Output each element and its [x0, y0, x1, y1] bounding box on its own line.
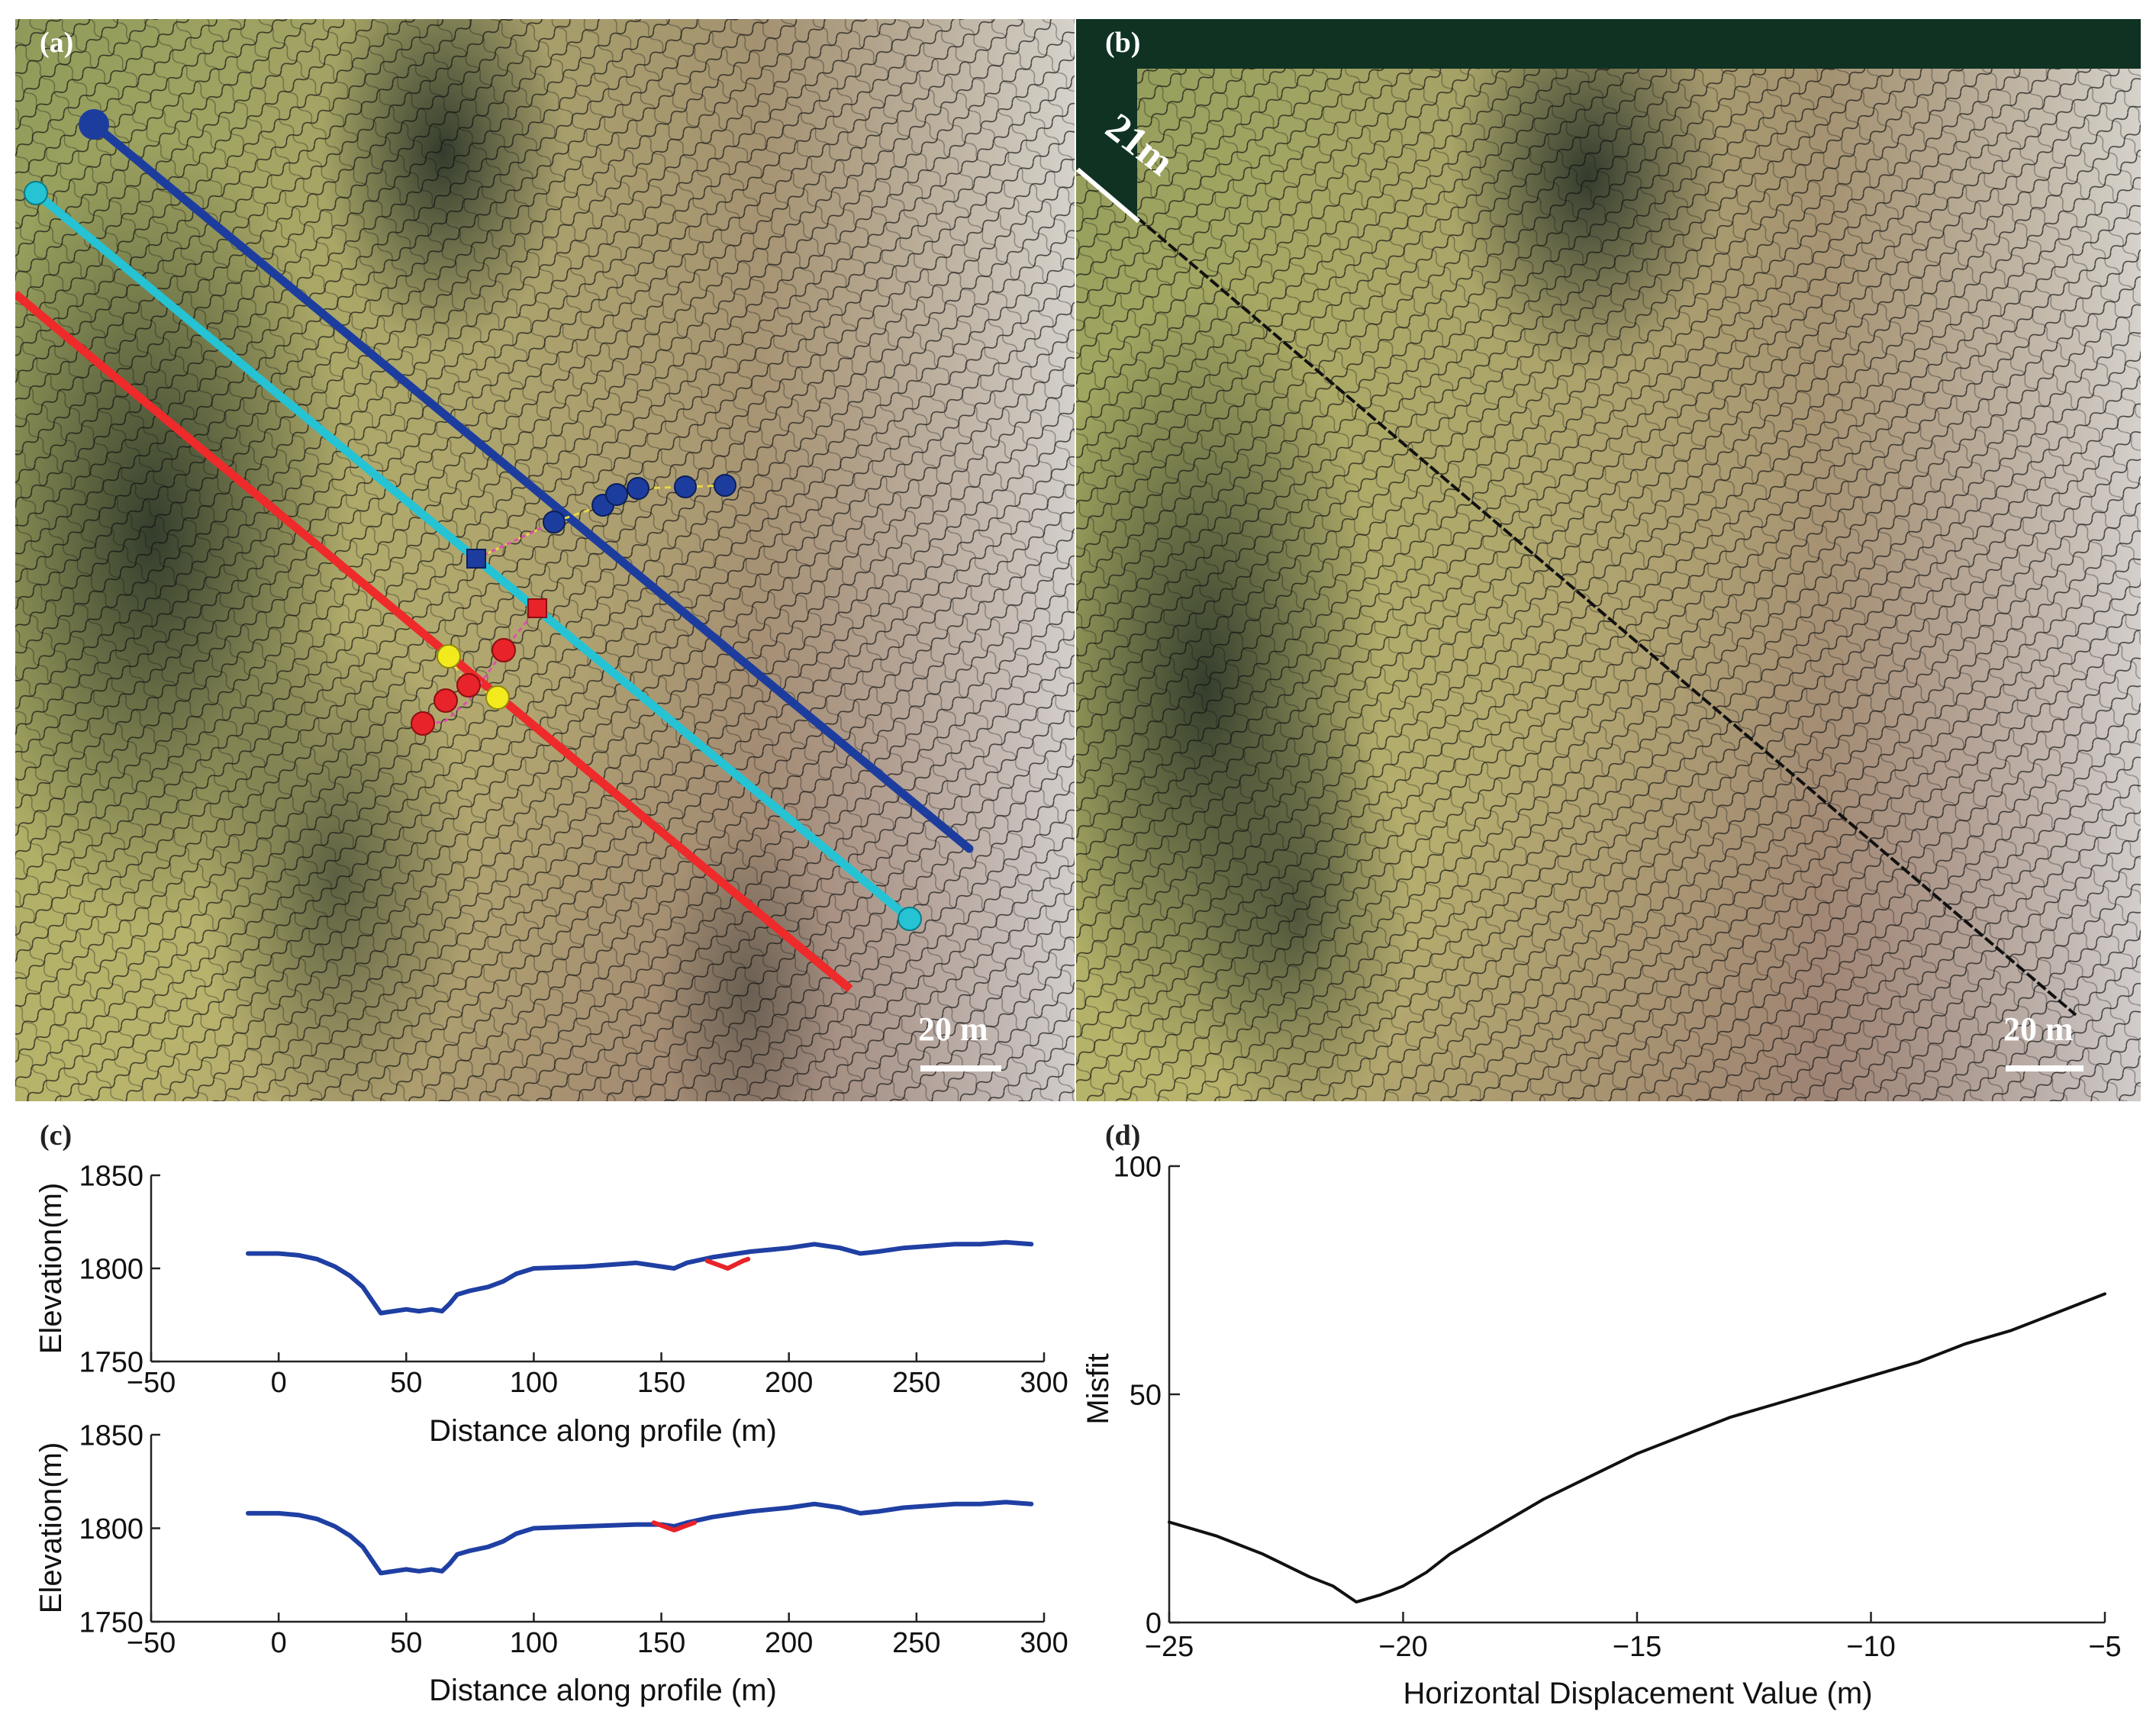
profile-start-marker-blue	[79, 109, 109, 140]
x-tick-label: 250	[892, 1627, 940, 1659]
y-tick-label: 0	[1146, 1607, 1162, 1639]
scalebar-label-a: 20 m	[918, 1010, 988, 1048]
panel-b-map	[1076, 19, 2141, 1101]
red-square-marker	[527, 598, 547, 618]
panel-label-a: (a)	[40, 27, 73, 59]
misfit-chart: −25 −20 −15 −10 −5 0 50 100 Horizontal Displace…	[1081, 1151, 2122, 1710]
x-tick-label: 300	[1020, 1627, 1068, 1659]
blue-dot-marker	[605, 483, 628, 506]
red-dot-marker	[433, 688, 458, 713]
y-tick-label: 1800	[79, 1513, 143, 1545]
y-axis-label: Misfit	[1081, 1353, 1115, 1424]
panel-label-c: (c)	[40, 1120, 72, 1152]
y-tick-label: 100	[1113, 1151, 1162, 1183]
y-tick-label: 1850	[79, 1160, 143, 1192]
x-tick-label: 150	[637, 1367, 685, 1399]
series-line-main	[246, 1239, 1034, 1316]
series-line-overlay	[651, 1520, 697, 1532]
series-line-main	[1168, 1292, 2106, 1604]
x-axis-label: Distance along profile (m)	[429, 1414, 777, 1448]
tick-group: −50 0 50 100 150 200 250 300 1750 1800 1850	[79, 1160, 1068, 1399]
profile-chart-bottom: −50 0 50 100 150 200 250 300 1750 1800 1850 Distan…	[34, 1419, 1068, 1707]
panel-a-map	[15, 19, 1075, 1101]
red-dot-marker	[456, 673, 481, 698]
profile-line-blue	[89, 120, 974, 853]
y-tick-label: 50	[1130, 1379, 1162, 1411]
scalebar-label-b: 20 m	[2003, 1010, 2074, 1048]
profile-end-marker-cyan	[898, 907, 922, 931]
x-tick-label: −50	[127, 1367, 176, 1399]
y-tick-label: 1750	[79, 1346, 143, 1378]
x-tick-label: −10	[1846, 1631, 1895, 1663]
y-axis-label: Elevation(m)	[34, 1183, 68, 1355]
x-tick-label: 100	[510, 1627, 558, 1659]
red-dot-marker	[491, 638, 516, 662]
y-tick-label: 1850	[79, 1419, 143, 1452]
series-line-main	[246, 1500, 1034, 1576]
pink-connector-bottom	[422, 607, 539, 725]
x-axis-label: Horizontal Displacement Value (m)	[1403, 1677, 1872, 1710]
panel-label-b: (b)	[1105, 27, 1140, 59]
blue-dot-marker	[543, 511, 566, 533]
y-axis-label: Elevation(m)	[34, 1442, 68, 1614]
y-tick-label: 1800	[79, 1253, 143, 1285]
blue-dot-marker	[674, 475, 697, 498]
shift-strip-top	[1076, 19, 2141, 69]
profile-line-red	[15, 290, 853, 993]
series-group	[246, 1239, 1034, 1316]
offset-indicator	[1076, 167, 1140, 224]
series-group	[246, 1500, 1034, 1576]
tick-group: −25 −20 −15 −10 −5 0 50 100	[1113, 1151, 2122, 1663]
x-tick-label: −25	[1145, 1631, 1194, 1663]
x-tick-label: 300	[1020, 1367, 1068, 1399]
profile-start-marker-cyan	[24, 181, 48, 205]
series-group	[1168, 1292, 2106, 1604]
tick-group: −50 0 50 100 150 200 250 300 1750 1800 1850	[79, 1419, 1068, 1659]
y-tick-label: 1750	[79, 1606, 143, 1639]
yellow-dot-marker	[485, 685, 510, 710]
x-tick-label: 50	[390, 1367, 422, 1399]
yellow-dot-marker	[437, 644, 461, 669]
fault-trace	[1136, 216, 2077, 1017]
x-tick-label: 150	[637, 1627, 685, 1659]
blue-square-marker	[466, 549, 486, 569]
x-tick-label: −5	[2088, 1631, 2121, 1663]
series-line-overlay	[704, 1256, 751, 1271]
x-axis-label: Distance along profile (m)	[429, 1674, 777, 1707]
x-tick-label: 0	[271, 1627, 287, 1659]
x-tick-label: −20	[1378, 1631, 1427, 1663]
x-tick-label: 100	[510, 1367, 558, 1399]
x-tick-label: 50	[390, 1627, 422, 1659]
profile-chart-top: −50 0 50 100 150 200 250 300 1750 1800 1850 Distan…	[34, 1160, 1068, 1448]
blue-dot-marker	[627, 477, 649, 500]
pink-connector-top	[475, 520, 555, 560]
panel-label-d: (d)	[1105, 1120, 1140, 1152]
x-tick-label: 250	[892, 1367, 940, 1399]
x-tick-label: 200	[765, 1367, 813, 1399]
blue-dot-marker	[714, 474, 736, 497]
x-tick-label: 0	[271, 1367, 287, 1399]
x-tick-label: −50	[127, 1627, 176, 1659]
x-tick-label: −15	[1613, 1631, 1661, 1663]
red-dot-marker	[411, 711, 435, 736]
x-tick-label: 200	[765, 1627, 813, 1659]
